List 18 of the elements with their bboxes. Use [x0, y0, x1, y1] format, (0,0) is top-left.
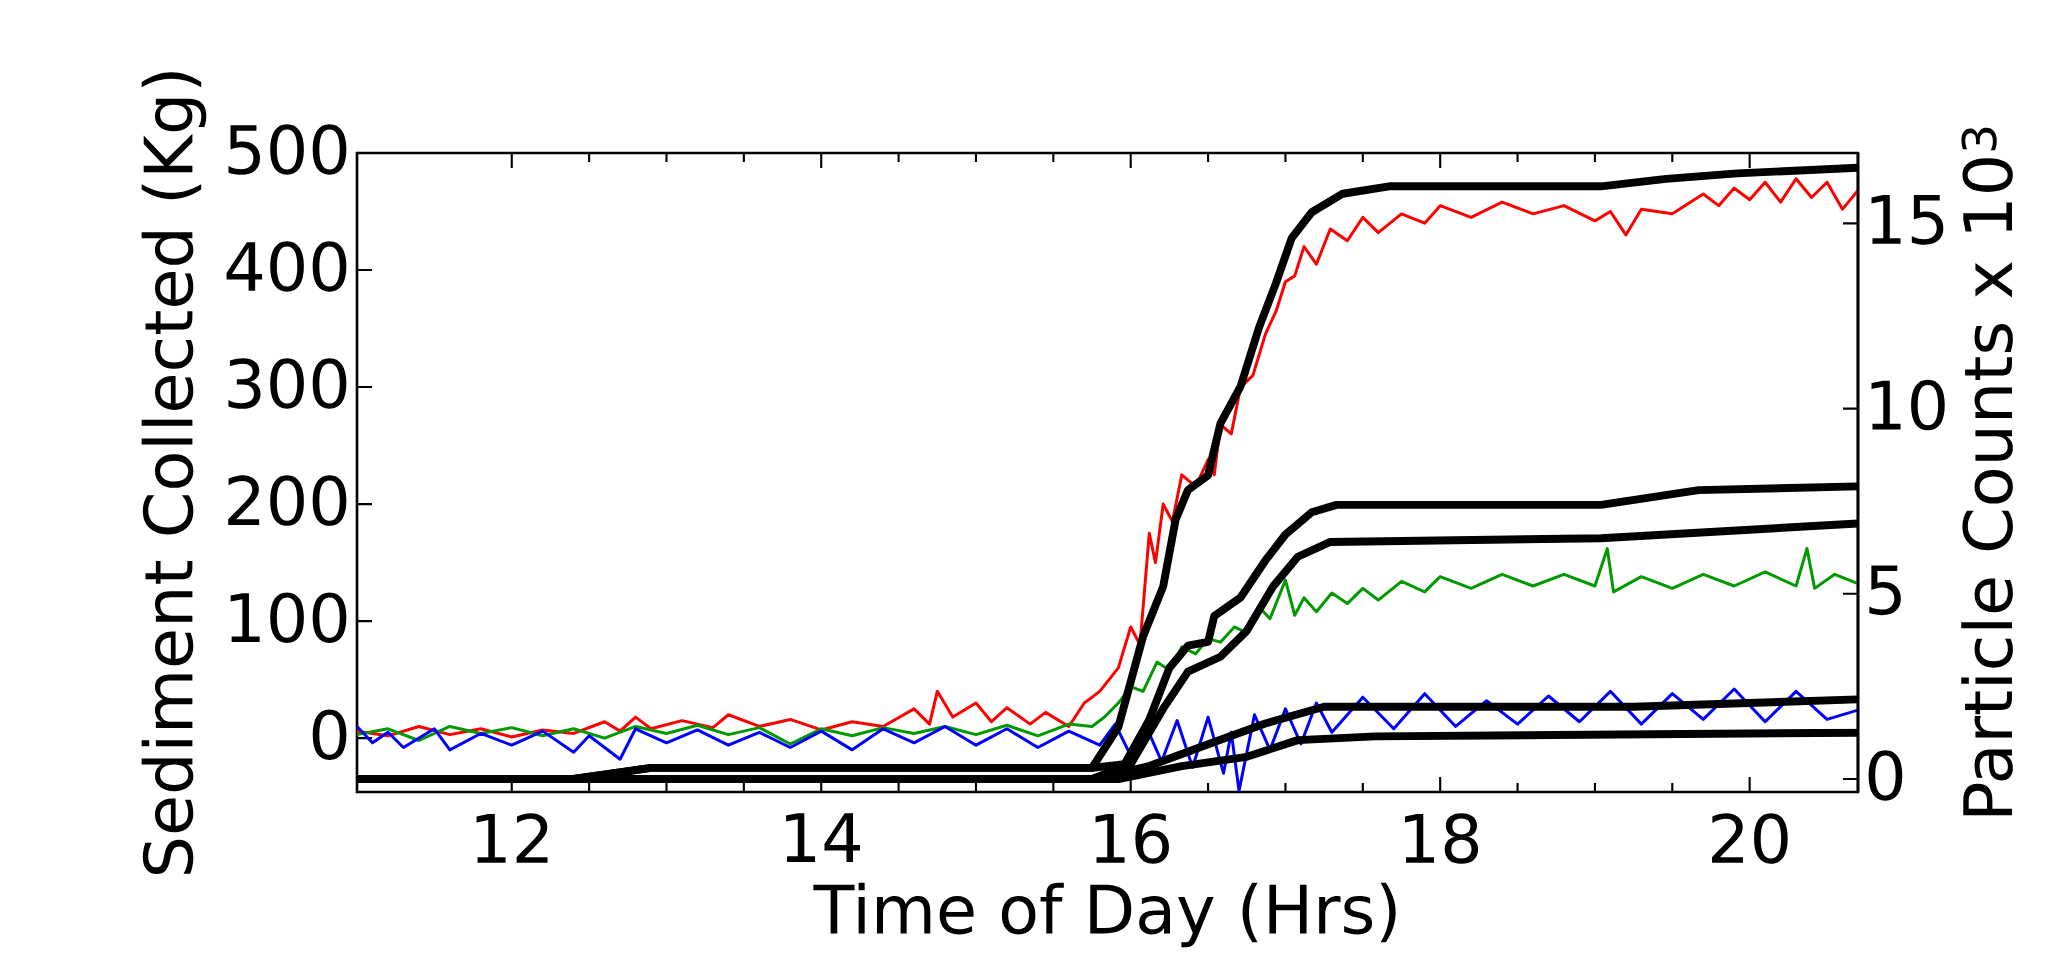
x-tick-label: 12 [476, 813, 548, 863]
y-tick-label: 0 [312, 709, 347, 760]
x-axis-title: Time of Day (Hrs) [813, 882, 1396, 948]
y-axis-title: Sediment Collected (Kg) [141, 72, 207, 874]
x-tick-label: 14 [786, 813, 860, 862]
y2-axis-title: Particle Counts x 10$^{3}$ [1961, 127, 2013, 816]
y-tick-label: 100 [230, 592, 347, 643]
x-tick-label: 18 [1405, 813, 1479, 864]
y2-tick-label: 10 [1871, 379, 1945, 431]
y2-tick-label: 0 [1868, 750, 1903, 801]
y-tick-label: 200 [228, 475, 347, 526]
y-tick-label: 500 [228, 124, 347, 175]
y-tick-label: 400 [226, 241, 347, 292]
y2-tick-label: 5 [1869, 565, 1901, 616]
x-tick-label: 16 [1095, 813, 1169, 864]
y-tick-label: 300 [228, 358, 347, 409]
x-tick-label: 20 [1712, 813, 1788, 864]
y2-tick-label: 15 [1871, 195, 1944, 245]
